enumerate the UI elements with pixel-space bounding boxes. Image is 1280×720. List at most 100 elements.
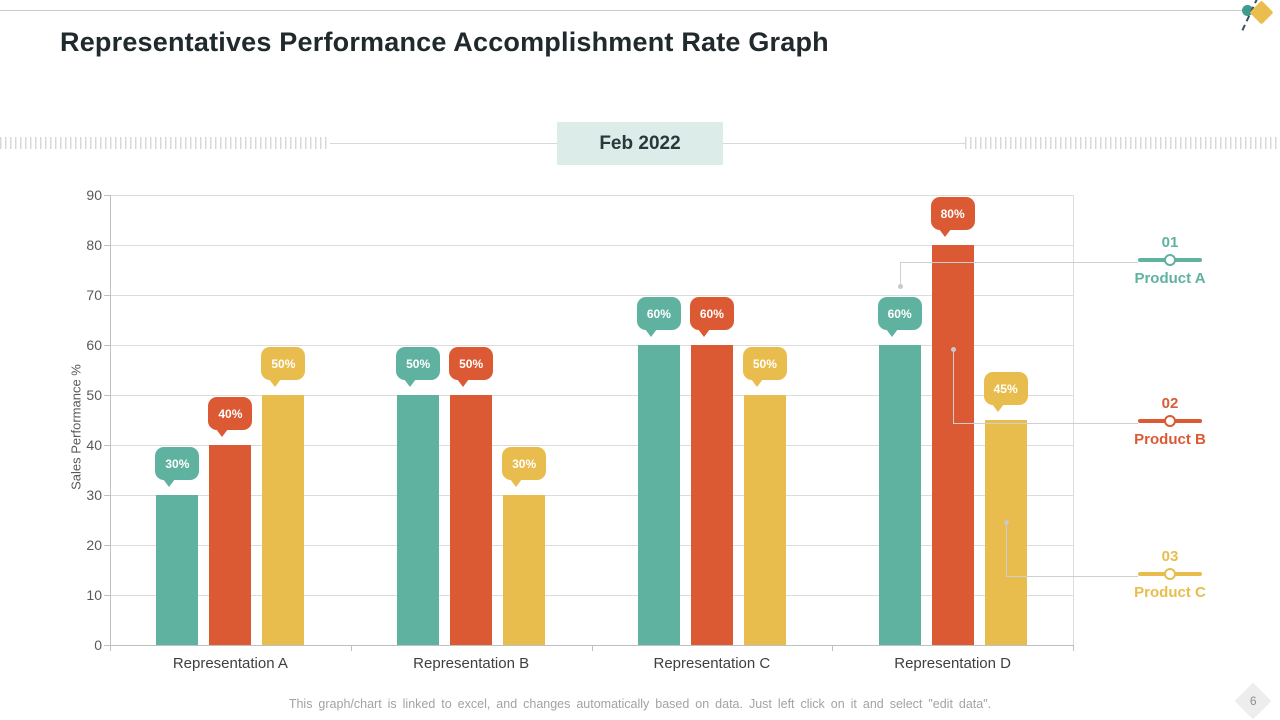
bubble-tail [510, 479, 523, 487]
footer-note: This graph/chart is linked to excel, and… [288, 697, 992, 711]
connector-horizontal [899, 262, 1138, 263]
header-rule-left [330, 143, 557, 144]
y-tick-label: 50 [86, 387, 102, 403]
plot-right-border [1073, 195, 1074, 645]
bubble-tail [750, 379, 763, 387]
bubble-tail [216, 429, 229, 437]
y-tick-mark [104, 545, 110, 546]
connector-vertical [899, 262, 901, 286]
y-tick-label: 10 [86, 587, 102, 603]
bar-value-bubble: 60% [689, 297, 734, 337]
bubble-tail [457, 379, 470, 387]
bar-value-bubble: 30% [155, 447, 200, 487]
gridline [110, 395, 1073, 396]
x-tick-mark [350, 645, 352, 651]
x-tick-mark [591, 645, 593, 651]
y-tick-label: 70 [86, 287, 102, 303]
y-tick-label: 60 [86, 337, 102, 353]
legend-marker-circle-icon [1164, 415, 1176, 427]
bar-value-bubble: 45% [983, 372, 1028, 412]
legend-label: Product C [1134, 584, 1206, 601]
x-tick-mark [1073, 645, 1074, 651]
y-tick-mark [104, 445, 110, 446]
x-axis-label: Representation A [172, 655, 288, 672]
bubble-tail [163, 479, 176, 487]
legend-index: 01 [1161, 234, 1179, 251]
bar [156, 495, 199, 645]
bubble-tail [938, 229, 951, 237]
connector-horizontal [952, 423, 1138, 424]
legend-label: Product B [1134, 431, 1206, 448]
y-tick-label: 80 [86, 237, 102, 253]
legend-index: 03 [1161, 548, 1179, 565]
y-tick-mark [104, 395, 110, 396]
y-axis-line [110, 195, 111, 651]
legend-label: Product A [1134, 270, 1206, 287]
bar [690, 345, 733, 645]
y-tick-mark [104, 645, 110, 646]
legend-marker-line [1138, 568, 1202, 580]
bar-value-bubble: 50% [396, 347, 441, 387]
page-number: 6 [1249, 694, 1257, 708]
bar-value-bubble: 50% [742, 347, 787, 387]
connector-vertical [1005, 522, 1007, 576]
x-axis-label: Representation D [894, 655, 1011, 672]
connector-dot [897, 284, 903, 289]
x-tick-mark [110, 645, 111, 651]
y-tick-label: 0 [94, 637, 102, 653]
bubble-tail [885, 329, 898, 337]
bar-value-bubble: 50% [261, 347, 306, 387]
y-tick-mark [104, 495, 110, 496]
y-tick-mark [104, 245, 110, 246]
page-title: Representatives Performance Accomplishme… [60, 27, 829, 57]
legend-index: 02 [1161, 395, 1179, 412]
legend-marker-circle-icon [1164, 568, 1176, 580]
y-tick-mark [104, 195, 110, 196]
y-tick-label: 20 [86, 537, 102, 553]
gridline [110, 445, 1073, 446]
tick-strip-right [965, 137, 1280, 149]
gridline [110, 295, 1073, 296]
bubble-tail [404, 379, 417, 387]
tick-strip-left [0, 137, 330, 149]
x-tick-mark [832, 645, 834, 651]
legend-marker-circle-icon [1164, 254, 1176, 266]
y-tick-label: 40 [86, 437, 102, 453]
legend-entry-product-a: 01 Product A [1108, 234, 1232, 287]
y-tick-label: 30 [86, 487, 102, 503]
bar [878, 345, 921, 645]
y-tick-mark [104, 595, 110, 596]
bar [397, 395, 440, 645]
bar-value-bubble: 80% [930, 197, 975, 237]
bar-value-bubble: 60% [877, 297, 922, 337]
bar-value-bubble: 50% [449, 347, 494, 387]
legend-entry-product-b: 02 Product B [1108, 395, 1232, 448]
teal-dot-icon [1242, 5, 1253, 16]
legend-marker-line [1138, 415, 1202, 427]
x-axis-label: Representation B [413, 655, 530, 672]
connector-horizontal [1005, 576, 1138, 577]
gridline [110, 545, 1073, 546]
legend-marker-line [1138, 254, 1202, 266]
legend-entry-product-c: 03 Product C [1108, 548, 1232, 601]
connector-vertical [952, 349, 954, 423]
bar [262, 395, 305, 645]
y-tick-label: 90 [86, 187, 102, 203]
gridline [110, 595, 1073, 596]
top-rule-line [0, 10, 1242, 11]
bubble-tail [644, 329, 657, 337]
bubble-tail [991, 404, 1004, 412]
connector-dot [1003, 520, 1009, 525]
gridline [110, 495, 1073, 496]
gridline [110, 345, 1073, 346]
bar-value-bubble: 40% [208, 397, 253, 437]
connector-dot [950, 347, 956, 352]
header-rule-right [723, 143, 965, 144]
bar [743, 395, 786, 645]
y-tick-mark [104, 345, 110, 346]
bar [637, 345, 680, 645]
bar [503, 495, 546, 645]
bar [209, 445, 252, 645]
